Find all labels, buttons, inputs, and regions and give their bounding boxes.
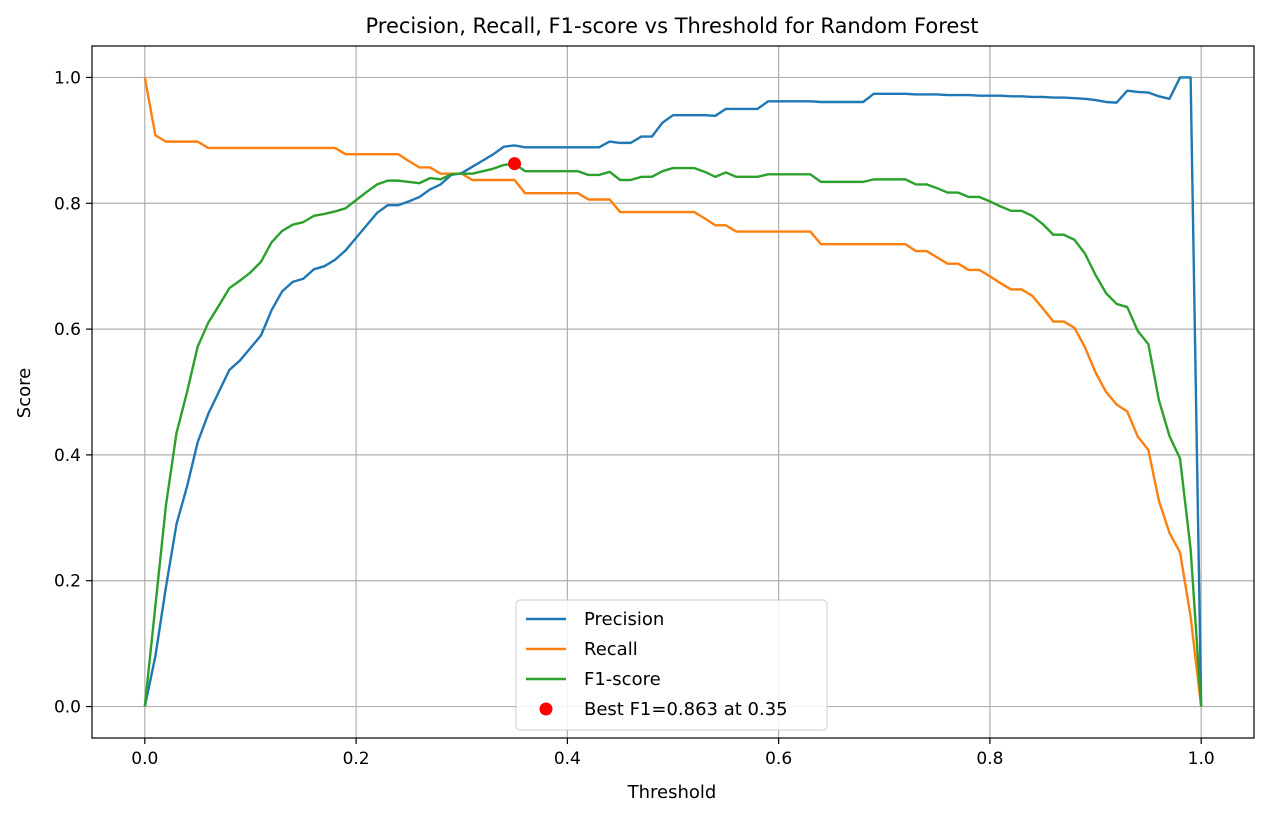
x-axis: 0.0 0.2 0.4 0.6 0.8 1.0 xyxy=(131,738,1215,769)
y-axis: 0.0 0.2 0.4 0.6 0.8 1.0 xyxy=(54,68,92,718)
best-f1-point xyxy=(508,157,522,171)
x-tick-label: 0.0 xyxy=(131,749,158,769)
x-tick-label: 1.0 xyxy=(1188,749,1215,769)
y-tick-label: 0.2 xyxy=(54,572,81,592)
legend-swatch-best-f1 xyxy=(539,702,553,716)
legend-label-precision: Precision xyxy=(584,609,664,630)
series-line-precision xyxy=(143,76,1203,707)
x-axis-label: Threshold xyxy=(627,782,717,803)
x-tick-label: 0.6 xyxy=(765,749,792,769)
y-tick-label: 0.4 xyxy=(54,446,81,466)
legend-label-f1-score: F1-score xyxy=(584,669,661,690)
legend-label-best-f1: Best F1=0.863 at 0.35 xyxy=(584,699,788,720)
marker-layer xyxy=(508,157,522,171)
chart-title: Precision, Recall, F1-score vs Threshold… xyxy=(366,14,979,38)
x-tick-label: 0.8 xyxy=(976,749,1003,769)
series-line-f1-score xyxy=(143,162,1203,707)
series-line-recall xyxy=(143,77,1203,707)
legend-label-recall: Recall xyxy=(584,639,638,660)
y-tick-label: 0.6 xyxy=(54,320,81,340)
y-axis-label: Score xyxy=(14,368,35,418)
x-tick-label: 0.2 xyxy=(343,749,370,769)
grid xyxy=(92,46,1254,738)
plot-frame xyxy=(91,45,1255,739)
legend: Precision Recall F1-score Best F1=0.863 at … xyxy=(515,599,828,731)
y-tick-label: 1.0 xyxy=(54,68,81,88)
x-tick-label: 0.4 xyxy=(554,749,581,769)
legend-box xyxy=(515,599,828,731)
series-layer xyxy=(143,76,1203,707)
y-tick-label: 0.0 xyxy=(54,698,81,718)
y-tick-label: 0.8 xyxy=(54,194,81,214)
